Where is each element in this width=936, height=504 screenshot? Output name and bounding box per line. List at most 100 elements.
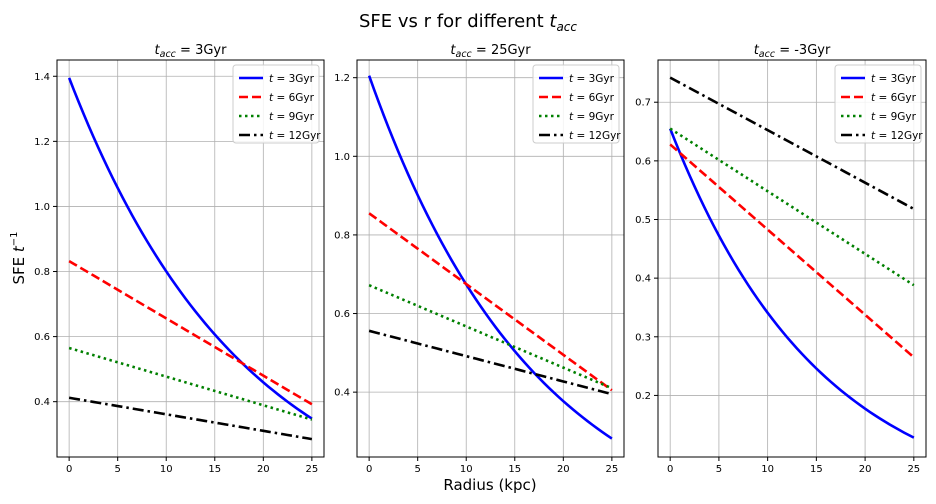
x-tick-label: 10 <box>761 464 774 475</box>
legend-label-value: = 6Gyr <box>573 92 615 104</box>
legend-label-symbol: t <box>569 73 574 85</box>
panel-title-subscript: acc <box>759 49 776 60</box>
series-line-2 <box>669 143 915 359</box>
figure-title-symbol: t <box>549 11 557 32</box>
x-tick-label: 25 <box>907 464 920 475</box>
legend-label: t = 3Gyr <box>871 73 917 85</box>
legend-label-symbol: t <box>269 92 274 104</box>
x-axis-label: Radius (kpc) <box>443 476 536 494</box>
y-tick-label: 1.4 <box>34 72 50 83</box>
legend-label-value: = 3Gyr <box>573 73 615 85</box>
x-tick-label: 0 <box>66 464 72 475</box>
legend-label: t = 12Gyr <box>871 130 923 142</box>
y-tick-label: 0.4 <box>34 397 50 408</box>
series-line-3 <box>368 284 613 390</box>
axes-frame <box>356 59 625 458</box>
legend-label-symbol: t <box>871 130 876 142</box>
x-tick-label: 15 <box>508 464 521 475</box>
y-tick-label: 0.8 <box>334 230 350 241</box>
panel-title-subscript: acc <box>160 49 177 60</box>
series-line-1 <box>668 128 915 439</box>
figure-title-main: SFE vs r for different <box>359 11 549 32</box>
panel-title-value: = 3Gyr <box>176 43 227 58</box>
y-tick-label: 0.8 <box>34 267 50 278</box>
series-line-2 <box>68 259 313 406</box>
y-tick-label: 1.0 <box>34 202 50 213</box>
series-line-1 <box>67 77 313 420</box>
y-tick-label: 1.2 <box>334 73 350 84</box>
figure-title-subscript: acc <box>556 20 577 34</box>
series-line-4 <box>368 329 613 396</box>
panel-title: tacc = 3Gyr <box>155 43 228 60</box>
y-tick-label: 0.2 <box>635 391 651 402</box>
legend-label-symbol: t <box>569 92 574 104</box>
legend-label-symbol: t <box>871 73 876 85</box>
legend-label: t = 6Gyr <box>569 92 615 104</box>
legend-label-value: = 9Gyr <box>573 111 615 123</box>
y-tick-label: 0.6 <box>34 332 50 343</box>
x-tick-label: 5 <box>414 464 420 475</box>
legend-label: t = 3Gyr <box>269 73 315 85</box>
y-axis-label-main: SFE <box>10 252 28 284</box>
series-line-4 <box>669 76 915 211</box>
legend-label-value: = 3Gyr <box>273 73 315 85</box>
x-tick-label: 0 <box>667 464 673 475</box>
y-tick-label: 0.6 <box>334 309 350 320</box>
legend-label-value: = 9Gyr <box>273 111 315 123</box>
y-tick-label: 0.4 <box>334 388 350 399</box>
legend-label-symbol: t <box>871 111 876 123</box>
legend-label-value: = 6Gyr <box>875 92 917 104</box>
x-tick-label: 20 <box>557 464 570 475</box>
legend-label-symbol: t <box>269 73 274 85</box>
legend-label: t = 3Gyr <box>569 73 615 85</box>
panel-title-subscript: acc <box>456 49 473 60</box>
panel-title: tacc = -3Gyr <box>754 43 831 60</box>
series-line-2 <box>368 212 613 392</box>
legend-label-symbol: t <box>871 92 876 104</box>
y-tick-label: 0.4 <box>635 274 651 285</box>
legend-label-value: = 3Gyr <box>875 73 917 85</box>
x-tick-label: 20 <box>257 464 270 475</box>
panel-title-symbol: t <box>754 43 760 58</box>
x-tick-label: 5 <box>114 464 120 475</box>
legend-box <box>532 64 620 144</box>
x-tick-label: 15 <box>208 464 221 475</box>
y-axis-label-exponent: −1 <box>9 231 20 246</box>
y-axis-label-symbol: t <box>10 245 28 252</box>
series-line-1 <box>367 75 613 440</box>
legend-label-symbol: t <box>269 111 274 123</box>
panel-2: tacc = 25Gyr 0 5 10 15 20 25 0.4 0.6 0.8 1.0 1.2 t =… <box>334 43 625 475</box>
legend-label: t = 12Gyr <box>269 130 321 142</box>
panel-title: tacc = 25Gyr <box>450 43 531 60</box>
legend-box <box>834 64 922 144</box>
legend-label-symbol: t <box>569 111 574 123</box>
legend-label-value: = 12Gyr <box>573 130 621 142</box>
legend-label: t = 9Gyr <box>269 111 315 123</box>
legend-label-value: = 6Gyr <box>273 92 315 104</box>
panel-title-value: = -3Gyr <box>775 43 831 58</box>
x-tick-label: 10 <box>460 464 473 475</box>
legend-label: t = 6Gyr <box>871 92 917 104</box>
legend-label: t = 6Gyr <box>269 92 315 104</box>
legend-label: t = 12Gyr <box>569 130 621 142</box>
y-tick-label: 1.0 <box>334 152 350 163</box>
series-line-3 <box>669 127 915 287</box>
x-tick-label: 5 <box>716 464 722 475</box>
series-line-4 <box>68 396 313 441</box>
x-tick-label: 25 <box>305 464 318 475</box>
y-tick-label: 0.3 <box>635 332 651 343</box>
y-axis-label: SFE t−1 <box>9 231 28 284</box>
figure-title: SFE vs r for different tacc <box>359 11 577 34</box>
legend-box <box>232 64 320 144</box>
legend-label-symbol: t <box>269 130 274 142</box>
x-tick-label: 20 <box>859 464 872 475</box>
legend-label-symbol: t <box>569 130 574 142</box>
x-tick-label: 25 <box>605 464 618 475</box>
x-tick-label: 0 <box>366 464 372 475</box>
x-tick-label: 10 <box>160 464 173 475</box>
